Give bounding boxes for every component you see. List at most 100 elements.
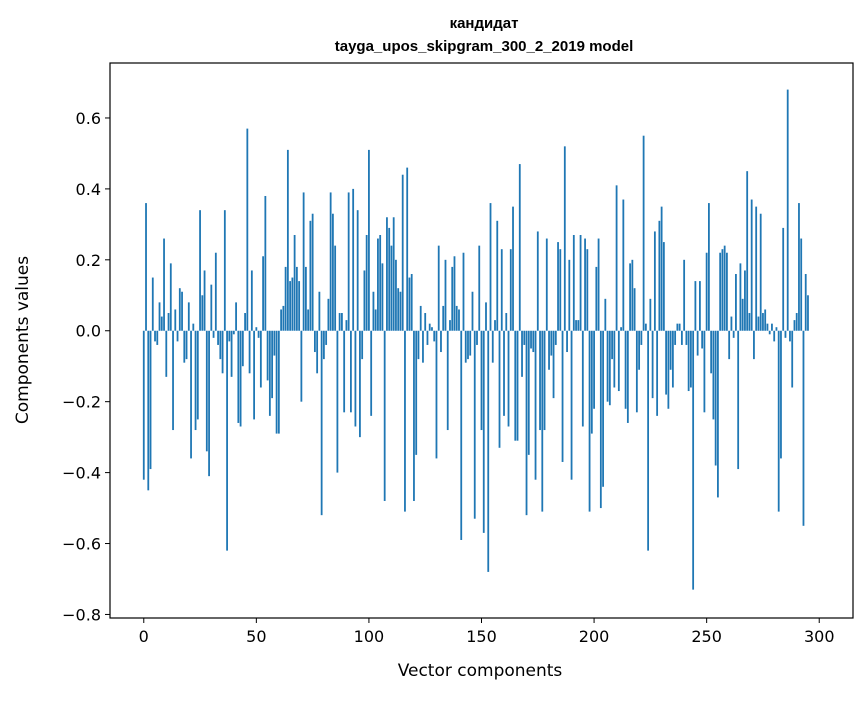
bar-255 [717, 330, 719, 498]
bar-264 [737, 330, 740, 470]
bar-241 [685, 330, 688, 345]
bar-61 [280, 309, 283, 331]
bar-280 [773, 330, 776, 342]
bar-52 [259, 330, 262, 388]
bar-245 [694, 281, 697, 331]
bar-120 [413, 330, 415, 501]
bar-246 [696, 330, 699, 356]
bar-127 [428, 323, 431, 331]
bar-216 [629, 263, 631, 331]
bar-104 [377, 238, 379, 331]
bar-250 [705, 252, 708, 331]
bar-265 [739, 263, 742, 331]
bar-73 [307, 309, 310, 331]
bar-244 [692, 330, 695, 590]
bar-21 [190, 330, 192, 459]
bar-34 [219, 330, 222, 360]
bar-134 [444, 259, 447, 331]
bar-294 [804, 274, 807, 331]
bar-164 [512, 206, 514, 331]
bar-291 [798, 203, 800, 331]
bar-16 [178, 288, 181, 331]
y-tick-label: 0.4 [76, 180, 101, 199]
bar-37 [226, 330, 228, 551]
bar-150 [480, 330, 483, 431]
bar-7 [158, 302, 161, 331]
bar-117 [406, 167, 409, 331]
bar-256 [719, 252, 722, 331]
bar-218 [633, 288, 636, 331]
bar-287 [789, 330, 791, 342]
bar-80 [322, 330, 325, 360]
bar-26 [201, 295, 204, 331]
bar-65 [289, 281, 292, 331]
bar-10 [165, 330, 168, 377]
bar-135 [446, 330, 449, 431]
bar-194 [579, 235, 582, 331]
bar-187 [563, 146, 566, 331]
bar-260 [728, 330, 731, 360]
bar-69 [298, 281, 301, 331]
x-axis-label: Vector components [398, 661, 563, 681]
bar-193 [577, 320, 580, 331]
bar-140 [458, 309, 460, 331]
y-tick-label: −0.6 [62, 535, 101, 554]
bar-233 [667, 330, 670, 409]
bar-33 [217, 330, 219, 345]
bar-98 [363, 270, 366, 331]
bar-96 [359, 330, 361, 438]
bar-158 [498, 330, 501, 448]
bar-142 [462, 252, 465, 331]
y-tick-label: −0.8 [62, 605, 101, 624]
bar-121 [415, 330, 418, 455]
bar-54 [264, 195, 267, 331]
bar-289 [793, 320, 796, 331]
bar-288 [791, 330, 794, 388]
bar-230 [660, 206, 663, 331]
bar-279 [771, 323, 773, 331]
bar-44 [241, 330, 244, 367]
bar-126 [426, 330, 429, 345]
bar-136 [449, 320, 451, 331]
bar-145 [469, 330, 472, 356]
bar-253 [712, 330, 715, 420]
bar-124 [422, 330, 424, 363]
bar-220 [638, 330, 641, 370]
bar-9 [163, 238, 165, 331]
bar-171 [527, 330, 530, 455]
bar-195 [581, 330, 584, 427]
bar-226 [651, 330, 654, 399]
bar-111 [392, 217, 395, 331]
bar-48 [250, 270, 253, 331]
bar-223 [644, 323, 647, 331]
x-tick-label: 150 [466, 627, 497, 646]
bar-24 [196, 330, 199, 420]
bar-25 [199, 210, 201, 331]
x-tick-label: 50 [246, 627, 266, 646]
bar-43 [239, 330, 242, 427]
bar-40 [232, 330, 235, 335]
bar-82 [327, 298, 330, 331]
bar-170 [525, 330, 528, 516]
bar-168 [521, 330, 523, 377]
bar-278 [768, 330, 771, 335]
bar-78 [318, 291, 321, 331]
bar-160 [503, 330, 505, 416]
bar-130 [435, 330, 438, 459]
x-axis-ticks: 0 50 100 150 200 250 300 [139, 618, 835, 646]
bar-210 [615, 185, 618, 331]
chart-subtitle: tayga_upos_skipgram_300_2_2019 model [335, 38, 634, 55]
bar-146 [471, 291, 474, 331]
bar-237 [676, 323, 679, 331]
bar-97 [361, 330, 364, 360]
bar-109 [388, 227, 391, 331]
bar-177 [541, 330, 544, 512]
bar-50 [255, 327, 258, 331]
bar-181 [550, 330, 553, 356]
bar-163 [509, 249, 512, 331]
bar-2 [147, 330, 150, 491]
bar-19 [185, 330, 188, 360]
bar-285 [784, 330, 787, 338]
bar-217 [631, 259, 634, 331]
